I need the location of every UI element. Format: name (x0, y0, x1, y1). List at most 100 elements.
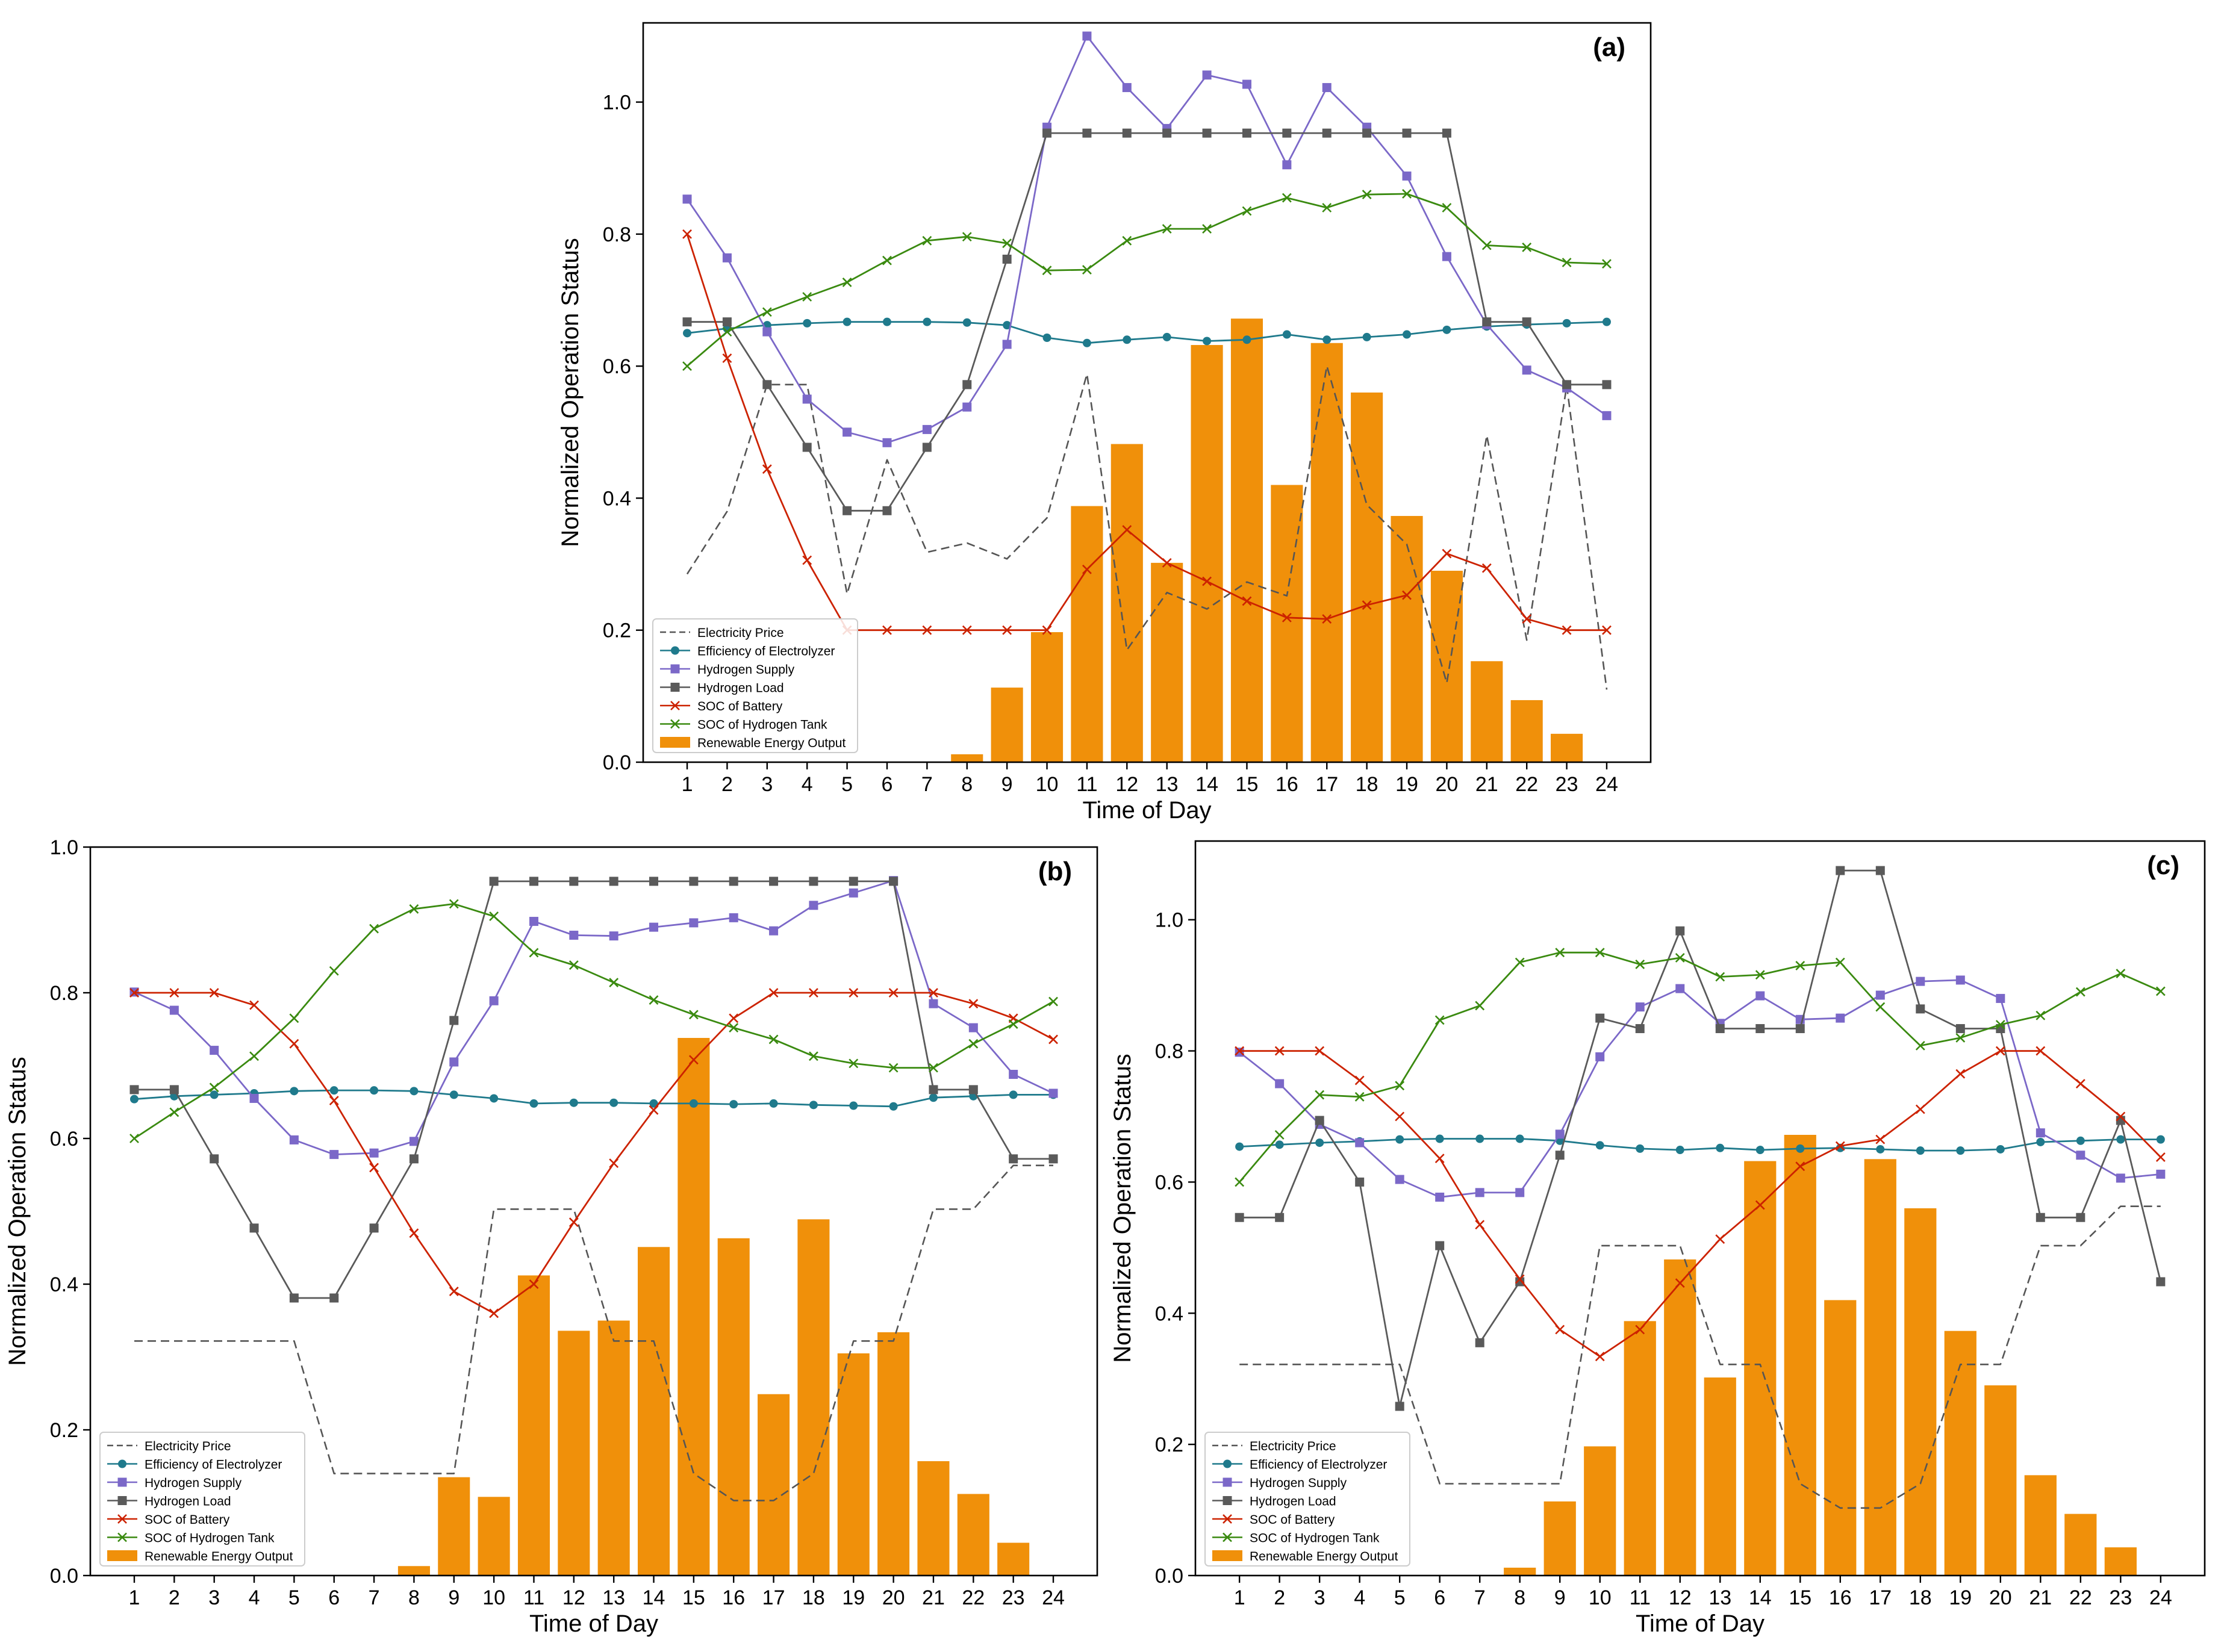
eff-point-20 (1996, 1144, 2005, 1154)
legend-marker (1223, 1477, 1232, 1487)
eff-point-8 (410, 1087, 419, 1096)
supply-point-13 (609, 931, 618, 941)
eff-point-7 (923, 317, 932, 326)
supply-point-2 (1275, 1079, 1285, 1088)
eff-point-14 (1755, 1146, 1765, 1155)
supply-point-6 (1435, 1192, 1445, 1202)
chart-panel-c: 1 2 3 4 5 6 7 8 9 10 11 12 13 14 15 16 17 18 19 20 21 22 23 24T… (1109, 840, 2206, 1637)
load-point-4 (802, 442, 812, 452)
load-point-22 (1522, 317, 1531, 327)
x-tick-label: 15 (1236, 773, 1259, 796)
y-tick-label: 1.0 (50, 836, 78, 859)
supply-point-5 (289, 1135, 299, 1144)
supply-line (1239, 979, 2161, 1198)
x-tick-label: 3 (1314, 1586, 1325, 1609)
x-tick-label: 12 (562, 1586, 585, 1609)
supply-point-12 (1675, 984, 1685, 993)
x-tick-label: 10 (482, 1586, 505, 1609)
load-point-14 (1755, 1024, 1765, 1034)
x-tick-label: 20 (882, 1586, 905, 1609)
x-tick-label: 19 (1395, 773, 1418, 796)
x-axis: 1 2 3 4 5 6 7 8 9 10 11 12 13 14 15 16 17 18 19 20 21 22 23 24T… (129, 1576, 1065, 1637)
supply-point-20 (1442, 252, 1451, 261)
x-tick-label: 13 (602, 1586, 625, 1609)
soch-point-17 (1322, 203, 1332, 213)
series-soch (129, 899, 1058, 1143)
eff-point-19 (1956, 1146, 1965, 1155)
eff-point-11 (529, 1099, 538, 1108)
y-axis-label: Normalized Operation Status (4, 1057, 31, 1366)
x-tick-label: 17 (1869, 1586, 1892, 1609)
legend-marker (118, 1459, 126, 1468)
legend: Electricity Price Efficiency of Electroly… (99, 1432, 305, 1567)
x-tick-label: 21 (2029, 1586, 2052, 1609)
legend-entry-soch: SOC of Hydrogen Tank (660, 718, 827, 732)
supply-point-14 (1202, 70, 1212, 80)
bar-hour-8 (951, 754, 983, 762)
supply-point-24 (1048, 1088, 1058, 1098)
legend-marker (1223, 1496, 1232, 1505)
soch-point-23 (2116, 969, 2126, 978)
supply-point-22 (1522, 365, 1531, 375)
socb-point-1 (682, 229, 692, 239)
supply-point-2 (169, 1005, 179, 1015)
soch-point-12 (1675, 952, 1685, 963)
socb-point-11 (529, 1279, 539, 1289)
load-point-15 (689, 877, 699, 886)
supply-point-21 (929, 999, 938, 1008)
socb-point-15 (1795, 1161, 1805, 1172)
eff-point-21 (2036, 1137, 2045, 1146)
bar-hour-17 (1864, 1159, 1896, 1576)
bar-hour-19 (837, 1353, 870, 1576)
legend-label: Hydrogen Supply (145, 1476, 242, 1490)
socb-point-3 (1315, 1046, 1325, 1056)
bar-hour-18 (1904, 1208, 1937, 1576)
supply-point-10 (1595, 1052, 1605, 1061)
socb-point-10 (1042, 625, 1052, 635)
socb-point-6 (1434, 1154, 1445, 1164)
supply-point-2 (722, 253, 732, 262)
bar-hour-13 (1704, 1377, 1736, 1576)
socb-point-8 (409, 1228, 419, 1238)
socb-point-5 (289, 1039, 299, 1049)
x-tick-label: 11 (1630, 1586, 1651, 1609)
soch-point-14 (1202, 224, 1212, 234)
legend-marker (117, 1496, 127, 1505)
panel-label: (a) (1593, 33, 1625, 62)
load-point-18 (1362, 128, 1372, 138)
load-point-1 (682, 317, 692, 327)
socb-point-3 (762, 464, 772, 474)
socb-point-14 (649, 1105, 659, 1115)
bar-hour-19 (1391, 516, 1423, 762)
eff-line (134, 1089, 1053, 1108)
socb-point-24 (1602, 625, 1612, 635)
supply-point-9 (449, 1057, 459, 1067)
soch-point-15 (1795, 961, 1805, 970)
x-tick-label: 22 (2069, 1586, 2092, 1609)
socb-point-2 (1274, 1046, 1285, 1056)
socb-point-9 (1002, 625, 1012, 635)
bar-hour-11 (1624, 1321, 1656, 1576)
bar-hour-22 (957, 1494, 989, 1576)
soch-point-1 (682, 361, 692, 371)
soch-point-5 (842, 277, 852, 287)
x-tick-label: 8 (961, 773, 973, 796)
x-axis-label: Time of Day (1636, 1610, 1765, 1637)
eff-point-13 (1162, 332, 1171, 341)
soch-point-11 (1082, 265, 1092, 275)
soch-line (1239, 951, 2161, 1183)
x-tick-label: 4 (802, 773, 813, 796)
x-tick-label: 3 (761, 773, 773, 796)
socb-point-1 (1235, 1046, 1245, 1056)
renewable-bars (1504, 1135, 2137, 1576)
x-tick-label: 24 (2149, 1586, 2172, 1609)
supply-point-11 (529, 916, 538, 926)
x-tick-label: 8 (1514, 1586, 1525, 1609)
socb-point-20 (1442, 548, 1452, 559)
supply-point-23 (1009, 1070, 1018, 1079)
bar-hour-12 (1664, 1259, 1696, 1576)
socb-point-12 (1122, 525, 1132, 535)
x-tick-label: 1 (1234, 1586, 1245, 1609)
legend-entry-soch: SOC of Hydrogen Tank (107, 1532, 275, 1545)
